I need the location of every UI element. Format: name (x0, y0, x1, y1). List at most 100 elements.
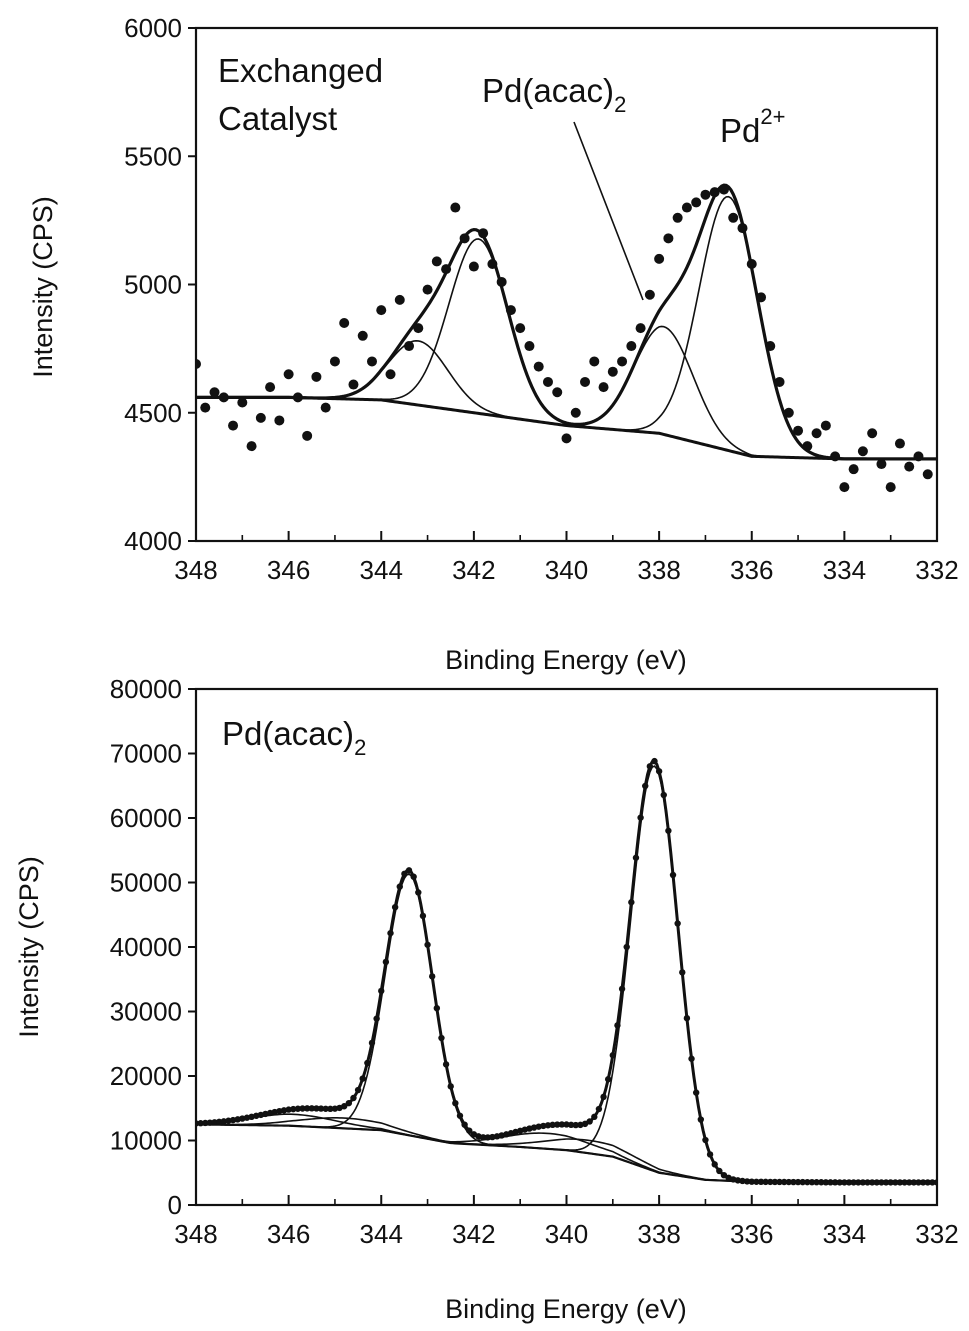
data-point (302, 430, 313, 441)
data-point (200, 402, 211, 413)
data-point (637, 814, 644, 821)
data-point (339, 317, 350, 328)
annotation-pd2plus-base: Pd (720, 112, 760, 149)
data-point (896, 1179, 904, 1186)
data-point (882, 1179, 890, 1186)
data-point (413, 323, 424, 334)
x-tick-label: 342 (452, 555, 495, 585)
data-point (308, 1105, 315, 1112)
data-point (767, 1178, 774, 1186)
data-point (292, 392, 303, 403)
data-point (811, 428, 822, 439)
data-point (894, 438, 905, 449)
plot-area (196, 183, 937, 493)
data-point (542, 376, 553, 387)
data-point (359, 1075, 366, 1082)
data-point (904, 461, 915, 472)
data-point (623, 943, 630, 951)
annotation-pdacac2-sub: 2 (354, 735, 366, 760)
data-point (598, 382, 609, 393)
x-tick-label: 336 (730, 1219, 773, 1249)
data-point (857, 446, 868, 457)
data-point (218, 392, 229, 403)
data-point (533, 361, 544, 372)
data-point (876, 459, 887, 470)
data-point (728, 212, 739, 223)
data-point (765, 341, 776, 352)
y-tick-label: 4500 (124, 398, 182, 428)
x-tick-label: 342 (452, 1219, 495, 1249)
data-point (827, 1179, 834, 1186)
data-point (265, 382, 276, 393)
y-axis-title: Intensity (CPS) (28, 196, 58, 378)
y-tick-label: 10000 (110, 1126, 182, 1156)
data-point (396, 883, 403, 890)
data-point (901, 1179, 908, 1186)
data-point (756, 292, 767, 303)
data-point (864, 1179, 871, 1186)
data-point (628, 899, 635, 906)
data-point (762, 1178, 769, 1186)
x-tick-label: 334 (823, 555, 866, 585)
component-peak-line (196, 1123, 937, 1184)
data-point (487, 258, 498, 269)
y-axis-title: Intensity (CPS) (14, 856, 44, 1038)
data-point (748, 1178, 755, 1185)
data-point (785, 1178, 792, 1186)
data-point (746, 258, 757, 269)
chart-exchanged-catalyst: 348 346 344 342 340 338 336 334 332 4000 4500 5000 5… (28, 13, 959, 675)
data-point (774, 376, 785, 387)
data-point (591, 1113, 598, 1121)
data-point (922, 469, 933, 480)
data-point (702, 1136, 709, 1144)
data-point (544, 1122, 552, 1129)
data-point (802, 441, 813, 452)
data-point (848, 464, 859, 475)
data-point (549, 1121, 556, 1129)
data-point (357, 330, 368, 341)
data-point (867, 428, 878, 439)
plot-area (196, 757, 937, 1186)
data-point (329, 356, 340, 367)
data-point (478, 228, 489, 239)
x-tick-label: 346 (267, 1219, 310, 1249)
data-point (202, 1119, 209, 1127)
data-point (635, 323, 646, 334)
data-point (567, 1121, 575, 1129)
data-point (589, 356, 600, 367)
data-point (614, 1022, 621, 1029)
data-point (780, 1178, 788, 1186)
data-point (563, 1121, 570, 1128)
annotation-pdacac2-label: Pd(acac)2 (482, 72, 626, 117)
data-point (822, 1179, 830, 1186)
data-point (554, 1121, 561, 1128)
data-point (691, 197, 702, 208)
data-point (859, 1179, 867, 1186)
data-point (438, 1034, 445, 1042)
data-point (830, 451, 841, 462)
data-point (776, 1178, 783, 1186)
y-tick-label: 5000 (124, 270, 182, 300)
data-point (663, 233, 674, 244)
data-point (709, 187, 720, 198)
data-point (294, 1105, 302, 1112)
data-point (505, 305, 516, 316)
data-point (285, 1106, 292, 1113)
data-point (655, 768, 663, 775)
envelope-fit-line (196, 183, 937, 461)
data-point (679, 969, 686, 976)
data-point (804, 1178, 811, 1186)
annotation-catalyst: Catalyst (218, 100, 337, 137)
data-point (868, 1179, 876, 1186)
data-point (450, 202, 461, 213)
data-point (595, 1105, 603, 1113)
data-point (364, 1059, 371, 1067)
data-point (283, 369, 294, 380)
data-point (743, 1178, 751, 1185)
data-point (818, 1179, 825, 1186)
data-point (376, 305, 387, 316)
data-point (299, 1105, 306, 1112)
data-point (753, 1178, 760, 1185)
data-point (929, 1179, 936, 1186)
